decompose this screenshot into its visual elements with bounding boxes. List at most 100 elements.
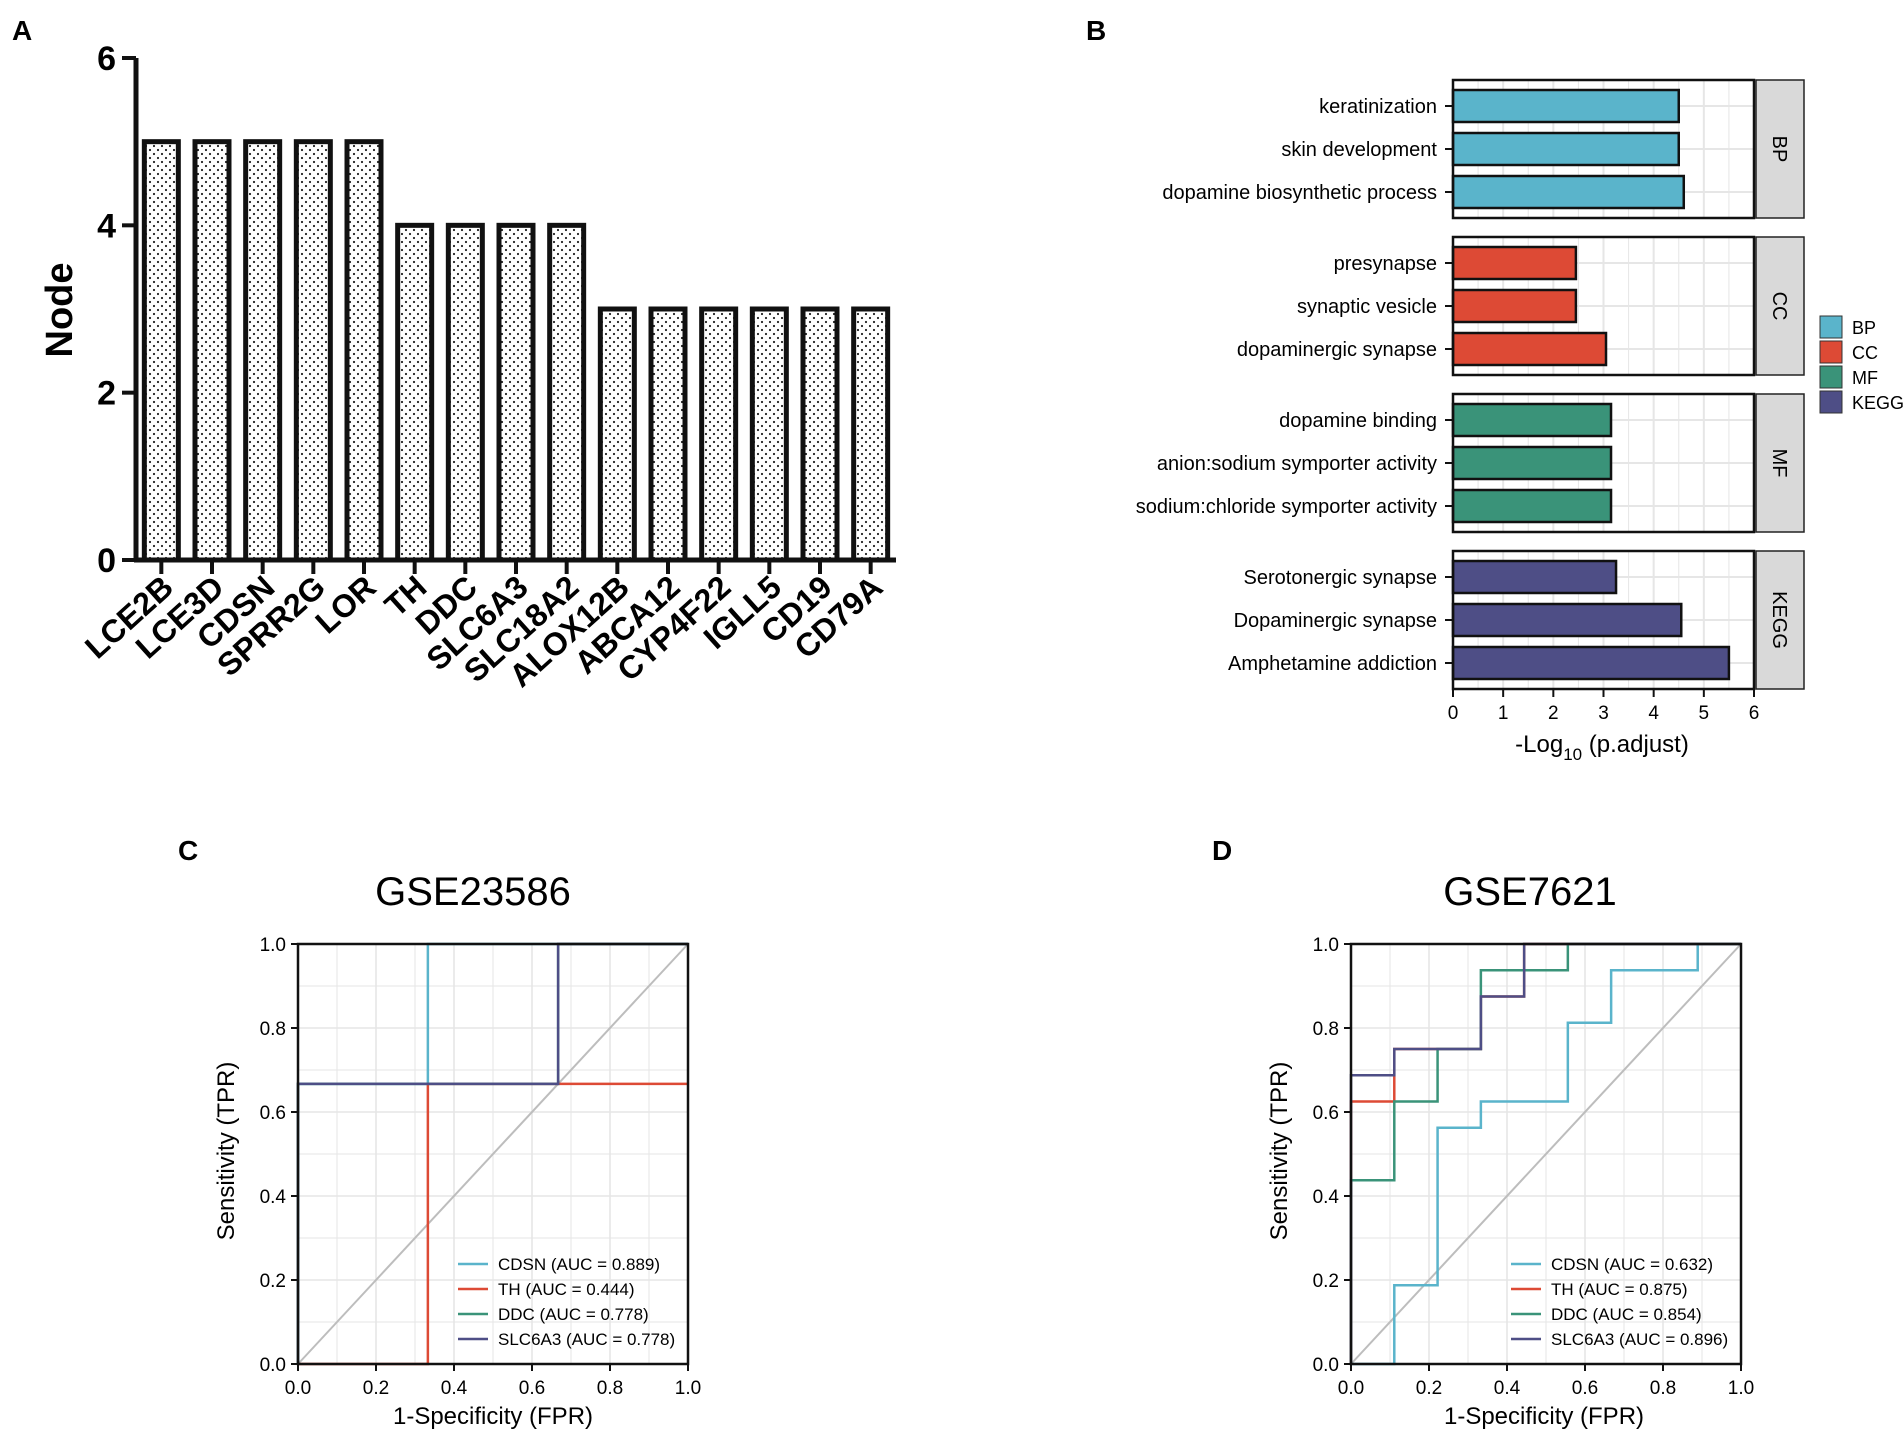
- legend-key-cc: [1819, 340, 1843, 364]
- legend-label: TH (AUC = 0.444): [498, 1280, 635, 1299]
- panel-label-d: D: [1212, 835, 1232, 866]
- y-tick-label: 0.4: [260, 1187, 287, 1208]
- legend-label: SLC6A3 (AUC = 0.896): [1551, 1330, 1728, 1349]
- roc-curve-slc6a3: [1349, 942, 1741, 1364]
- y-tick-label: 0: [97, 542, 116, 580]
- legend-key-kegg: [1819, 390, 1843, 414]
- x-tick-label: 0.4: [441, 1378, 468, 1399]
- bar-sodium-chloride-symporter-activity: [1451, 488, 1613, 524]
- x-tick-label: 2: [1548, 703, 1559, 724]
- bar-abca12: [648, 306, 688, 563]
- y-tick-label: presynapse: [1334, 253, 1437, 275]
- facet-border: [1451, 392, 1756, 534]
- bar-slc18a2: [547, 222, 587, 563]
- panel-d-x-axis-label: 1-Specificity (FPR): [1444, 1403, 1644, 1430]
- panel-c-x-axis-label: 1-Specificity (FPR): [393, 1403, 593, 1430]
- y-tick-label: 0.6: [1313, 1103, 1339, 1124]
- bar-lce3d: [192, 139, 232, 563]
- y-tick-label: skin development: [1281, 139, 1437, 161]
- x-tick-label: 1.0: [675, 1378, 701, 1399]
- panel-a-node-bar-chart: Node 0246LCE2BLCE3DCDSNSPRR2GLORTHDDCSLC…: [39, 40, 896, 694]
- panel-label-b: B: [1086, 15, 1106, 46]
- x-tick-label: 0.8: [1650, 1378, 1676, 1399]
- panel-c-y-axis-label: Sensitivity (TPR): [213, 1062, 240, 1241]
- legend-label: CDSN (AUC = 0.889): [498, 1255, 660, 1274]
- panel-c-roc-chart: GSE23586 1-Specificity (FPR) Sensitivity…: [213, 870, 701, 1430]
- bar-synaptic-vesicle: [1451, 288, 1578, 324]
- y-tick-label: 0.8: [260, 1019, 286, 1040]
- panel-d-roc-chart: GSE7621 1-Specificity (FPR) Sensitivity …: [1266, 870, 1754, 1430]
- facet-strip-label: MF: [1768, 449, 1790, 478]
- y-tick-label: 0.4: [1313, 1187, 1340, 1208]
- x-tick-label: 5: [1699, 703, 1710, 724]
- legend-label: CC: [1852, 343, 1878, 363]
- bar-dopaminergic-synapse: [1451, 331, 1608, 367]
- facet-strip-label: KEGG: [1768, 591, 1790, 649]
- bar-keratinization: [1451, 88, 1680, 124]
- facet-strip-label: CC: [1768, 292, 1790, 321]
- legend-label: DDC (AUC = 0.854): [1551, 1305, 1702, 1324]
- facet-border: [1451, 235, 1756, 377]
- plot-border: [1349, 942, 1743, 1366]
- legend-label: BP: [1852, 318, 1876, 338]
- y-tick-label: keratinization: [1319, 96, 1437, 118]
- panel-label-c: C: [178, 835, 198, 866]
- bar-dopamine-binding: [1451, 402, 1613, 438]
- y-tick-label: sodium:chloride symporter activity: [1136, 496, 1437, 518]
- y-tick-label: 0.8: [1313, 1019, 1339, 1040]
- bar-cyp4f22: [699, 306, 739, 563]
- y-tick-label: 0.6: [260, 1103, 286, 1124]
- legend-label: SLC6A3 (AUC = 0.778): [498, 1330, 675, 1349]
- y-tick-label: dopaminergic synapse: [1237, 339, 1437, 361]
- bar-sprr2g: [293, 139, 333, 563]
- panel-label-a: A: [12, 15, 32, 46]
- bar-dopaminergic-synapse: [1451, 602, 1683, 638]
- legend-key-mf: [1819, 365, 1843, 389]
- facet-strip-label: BP: [1768, 136, 1790, 163]
- y-tick-label: 6: [97, 40, 116, 78]
- x-tick-label: 0.2: [363, 1378, 389, 1399]
- bar-slc6a3: [496, 222, 536, 563]
- x-tick-label: 6: [1749, 703, 1760, 724]
- bar-amphetamine-addiction: [1451, 645, 1731, 681]
- legend-label: KEGG: [1852, 393, 1904, 413]
- y-tick-label: 2: [97, 375, 116, 413]
- x-tick-label: 0.2: [1416, 1378, 1442, 1399]
- y-tick-label: 4: [97, 207, 116, 245]
- y-tick-label: anion:sodium symporter activity: [1157, 453, 1437, 475]
- plot-border: [296, 942, 690, 1366]
- y-tick-label: 0.0: [260, 1355, 286, 1376]
- y-tick-label: 1.0: [1313, 935, 1339, 956]
- panel-d-y-axis-label: Sensitivity (TPR): [1266, 1062, 1293, 1241]
- facet-strip: [1755, 79, 1805, 219]
- y-tick-label: dopamine binding: [1279, 410, 1437, 432]
- y-tick-label: Amphetamine addiction: [1228, 653, 1437, 675]
- bar-anion-sodium-symporter-activity: [1451, 445, 1613, 481]
- x-tick-label: 4: [1648, 703, 1659, 724]
- x-tick-label: 1: [1498, 703, 1509, 724]
- legend-label: DDC (AUC = 0.778): [498, 1305, 649, 1324]
- x-tick-label: 0.6: [519, 1378, 545, 1399]
- panel-b-enrichment-chart: -Log10 (p.adjust) keratinization skin dev…: [1136, 78, 1904, 764]
- x-tick-label: 0: [1448, 703, 1459, 724]
- facet-border: [1451, 78, 1756, 220]
- x-tick-label: 0.0: [1338, 1378, 1364, 1399]
- x-tick-label: 0.6: [1572, 1378, 1598, 1399]
- y-tick-label: 0.2: [1313, 1271, 1339, 1292]
- bar-lor: [344, 139, 384, 563]
- bar-ddc: [445, 222, 485, 563]
- panel-b-x-axis-label: -Log10 (p.adjust): [1515, 731, 1689, 764]
- bar-cd79a: [851, 306, 891, 563]
- y-tick-label: dopamine biosynthetic process: [1162, 182, 1437, 204]
- legend-key-bp: [1819, 315, 1843, 339]
- y-tick-label: 0.0: [1313, 1355, 1339, 1376]
- chance-diagonal: [297, 943, 689, 1365]
- bar-cd19: [800, 306, 840, 563]
- bar-dopamine-biosynthetic-process: [1451, 174, 1686, 210]
- y-tick-label: synaptic vesicle: [1297, 296, 1437, 318]
- bar-alox12b: [597, 306, 637, 563]
- panel-c-title: GSE23586: [375, 870, 571, 914]
- x-tick-label: 0.8: [597, 1378, 623, 1399]
- panel-d-title: GSE7621: [1443, 870, 1616, 914]
